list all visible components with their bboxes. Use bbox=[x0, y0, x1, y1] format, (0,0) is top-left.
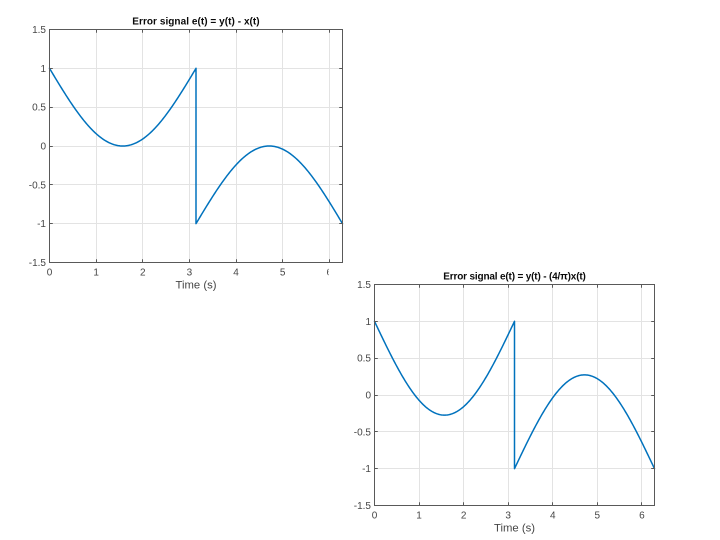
svg-text:-1.5: -1.5 bbox=[354, 501, 372, 512]
svg-text:-0.5: -0.5 bbox=[29, 180, 47, 191]
svg-text:1.5: 1.5 bbox=[357, 280, 371, 291]
svg-text:3: 3 bbox=[187, 268, 193, 279]
svg-text:1: 1 bbox=[365, 317, 371, 328]
svg-text:5: 5 bbox=[280, 268, 286, 279]
svg-text:0: 0 bbox=[372, 511, 378, 522]
svg-text:Error signal e(t) = y(t) - x(t: Error signal e(t) = y(t) - x(t) bbox=[132, 17, 259, 28]
svg-text:Time (s): Time (s) bbox=[494, 523, 535, 535]
svg-text:0.5: 0.5 bbox=[32, 103, 46, 114]
svg-text:4: 4 bbox=[233, 268, 239, 279]
svg-text:0: 0 bbox=[47, 268, 53, 279]
svg-text:1: 1 bbox=[93, 268, 99, 279]
svg-text:2: 2 bbox=[461, 511, 467, 522]
svg-text:3: 3 bbox=[505, 511, 511, 522]
svg-text:1: 1 bbox=[40, 64, 46, 75]
svg-text:Time (s): Time (s) bbox=[176, 280, 217, 292]
svg-text:0: 0 bbox=[365, 391, 371, 402]
svg-text:4: 4 bbox=[550, 511, 556, 522]
svg-text:5: 5 bbox=[595, 511, 601, 522]
svg-text:2: 2 bbox=[140, 268, 146, 279]
svg-text:0: 0 bbox=[40, 142, 46, 153]
svg-text:6: 6 bbox=[639, 511, 645, 522]
svg-text:-1.5: -1.5 bbox=[29, 258, 47, 269]
svg-text:-0.5: -0.5 bbox=[354, 427, 372, 438]
svg-text:0.5: 0.5 bbox=[357, 354, 371, 365]
svg-text:1.5: 1.5 bbox=[32, 25, 46, 36]
svg-text:-1: -1 bbox=[362, 464, 371, 475]
svg-text:Error signal e(t) = y(t) - (4/: Error signal e(t) = y(t) - (4/π)x(t) bbox=[443, 272, 585, 283]
svg-text:1: 1 bbox=[416, 511, 422, 522]
svg-text:-1: -1 bbox=[37, 219, 46, 230]
